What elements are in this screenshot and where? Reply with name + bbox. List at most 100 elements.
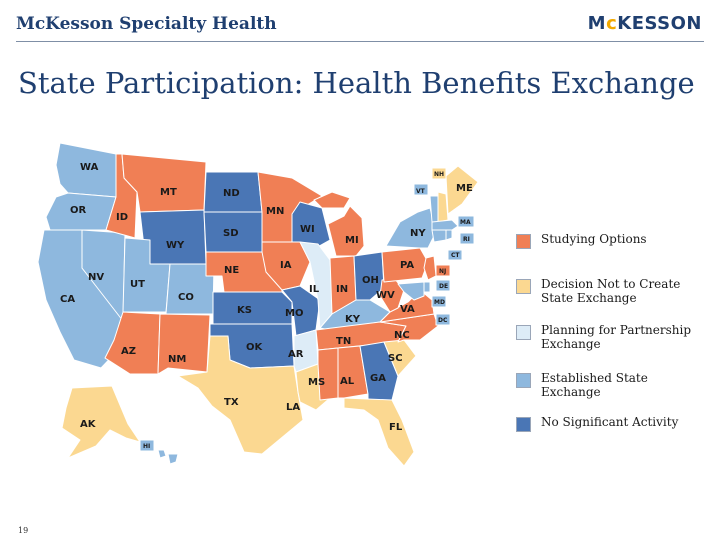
state-OH xyxy=(353,251,385,301)
label-NJ: NJ xyxy=(439,268,446,275)
callout-MD xyxy=(431,295,447,308)
state-NC xyxy=(379,313,439,343)
state-MI-UP xyxy=(313,191,351,209)
label-CT: CT xyxy=(451,252,460,259)
label-MD: MD xyxy=(434,299,445,306)
label-FL: FL xyxy=(389,422,403,433)
brand-logo-right-rest: KESSON xyxy=(617,13,702,34)
callout-MA xyxy=(457,215,475,228)
label-VT: VT xyxy=(416,188,426,195)
label-NM: NM xyxy=(168,354,186,365)
callout-VT xyxy=(413,183,429,196)
callout-CT xyxy=(447,249,463,261)
label-AR: AR xyxy=(288,349,304,360)
callout-NJ xyxy=(435,264,451,277)
label-NY: NY xyxy=(410,228,426,239)
label-WA: WA xyxy=(80,162,99,173)
state-NH xyxy=(437,191,449,223)
state-HI-1 xyxy=(157,449,167,459)
label-UT: UT xyxy=(130,279,145,290)
state-KS xyxy=(212,291,293,325)
state-DE xyxy=(423,281,431,293)
label-AL: AL xyxy=(340,376,355,387)
label-WY: WY xyxy=(166,240,185,251)
legend-swatch xyxy=(516,279,531,294)
label-IN: IN xyxy=(336,284,348,295)
label-LA: LA xyxy=(286,402,300,413)
state-VT xyxy=(429,195,439,223)
state-WI xyxy=(291,201,331,251)
label-CA: CA xyxy=(60,294,75,305)
label-MA: MA xyxy=(460,219,471,226)
label-TN: TN xyxy=(336,336,351,347)
label-KS: KS xyxy=(237,305,252,316)
label-WI: WI xyxy=(300,224,315,235)
brand-logo-right-m: M xyxy=(587,13,607,34)
state-NM xyxy=(157,313,211,375)
label-OR: OR xyxy=(70,205,87,216)
label-VA: VA xyxy=(400,304,415,315)
legend-label: Planning for Partnership Exchange xyxy=(541,323,692,351)
label-MT: MT xyxy=(160,187,177,198)
state-HI-2 xyxy=(167,453,179,465)
label-NV: NV xyxy=(88,272,104,283)
label-GA: GA xyxy=(370,373,386,384)
label-KY: KY xyxy=(345,314,361,325)
state-FL xyxy=(343,397,415,467)
label-NH: NH xyxy=(434,171,444,178)
legend-label: Decision Not to Create State Exchange xyxy=(541,277,681,305)
label-DC: DC xyxy=(438,317,448,324)
state-AL xyxy=(337,345,369,399)
label-OK: OK xyxy=(246,342,264,353)
label-IL: IL xyxy=(309,284,320,295)
legend-label: Studying Options xyxy=(541,232,647,246)
page-title: State Participation: Health Benefits Exc… xyxy=(18,66,695,100)
label-AK: AK xyxy=(80,419,97,430)
label-RI: RI xyxy=(463,236,470,243)
brand-logo-left: McKesson Specialty Health xyxy=(16,14,277,34)
label-PA: PA xyxy=(400,260,414,271)
label-MN: MN xyxy=(266,206,284,217)
state-MD xyxy=(397,281,425,301)
label-SC: SC xyxy=(388,353,403,364)
label-MI: MI xyxy=(345,235,359,246)
label-MS: MS xyxy=(308,377,325,388)
state-SC xyxy=(383,339,417,377)
legend-swatch xyxy=(516,417,531,432)
state-RI xyxy=(445,229,453,241)
header-divider xyxy=(16,41,704,42)
label-HI: HI xyxy=(143,443,150,450)
label-ND: ND xyxy=(223,188,240,199)
label-AZ: AZ xyxy=(121,346,136,357)
label-WV: WV xyxy=(376,290,395,301)
page-number: 19 xyxy=(18,526,29,535)
label-OH: OH xyxy=(362,275,379,286)
label-IA: IA xyxy=(280,260,292,271)
legend-label: No Significant Activity xyxy=(541,415,679,429)
state-MA xyxy=(431,219,459,231)
label-NE: NE xyxy=(224,265,239,276)
state-ME xyxy=(445,165,479,215)
label-ME: ME xyxy=(456,183,473,194)
label-DE: DE xyxy=(439,283,448,290)
state-NJ xyxy=(423,255,437,281)
legend-swatch xyxy=(516,325,531,340)
state-MI xyxy=(327,205,365,257)
callout-DE xyxy=(435,279,451,292)
state-MS xyxy=(317,347,339,401)
callout-RI xyxy=(459,232,475,245)
label-TX: TX xyxy=(224,397,239,408)
label-ID: ID xyxy=(116,212,128,223)
state-TX xyxy=(177,335,304,455)
state-CT xyxy=(431,229,447,243)
callout-HI xyxy=(139,439,155,452)
callout-DC xyxy=(435,313,451,326)
legend-label: Established State Exchange xyxy=(541,371,648,399)
callout-NH xyxy=(431,167,447,180)
label-SD: SD xyxy=(223,228,239,239)
legend-swatch xyxy=(516,234,531,249)
state-AK xyxy=(61,385,141,459)
legend-swatch xyxy=(516,373,531,388)
label-CO: CO xyxy=(178,292,194,303)
